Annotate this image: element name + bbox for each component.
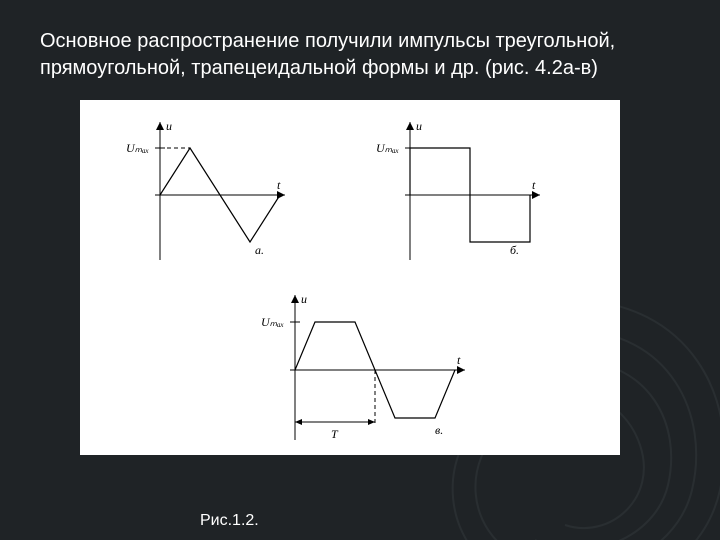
svg-text:в.: в. (435, 423, 443, 437)
svg-text:t: t (277, 178, 281, 192)
svg-text:а.: а. (255, 243, 264, 257)
svg-text:T: T (331, 427, 339, 441)
svg-text:u: u (301, 292, 307, 306)
slide-title: Основное распространение получили импуль… (40, 28, 640, 82)
svg-text:u: u (166, 119, 172, 133)
slide: Основное распространение получили импуль… (0, 0, 720, 540)
svg-text:Uₘₐₓ: Uₘₐₓ (126, 141, 149, 155)
figure-caption: Рис.1.2. (200, 512, 259, 530)
figure-panel: t u Uₘₐₓ а. t u Uₘₐₓ б. t u Uₘₐₓ в. T (80, 100, 620, 455)
svg-text:t: t (532, 178, 536, 192)
svg-text:u: u (416, 119, 422, 133)
svg-text:Uₘₐₓ: Uₘₐₓ (261, 315, 284, 329)
svg-text:Uₘₐₓ: Uₘₐₓ (376, 141, 399, 155)
svg-text:б.: б. (510, 243, 519, 257)
svg-text:t: t (457, 353, 461, 367)
